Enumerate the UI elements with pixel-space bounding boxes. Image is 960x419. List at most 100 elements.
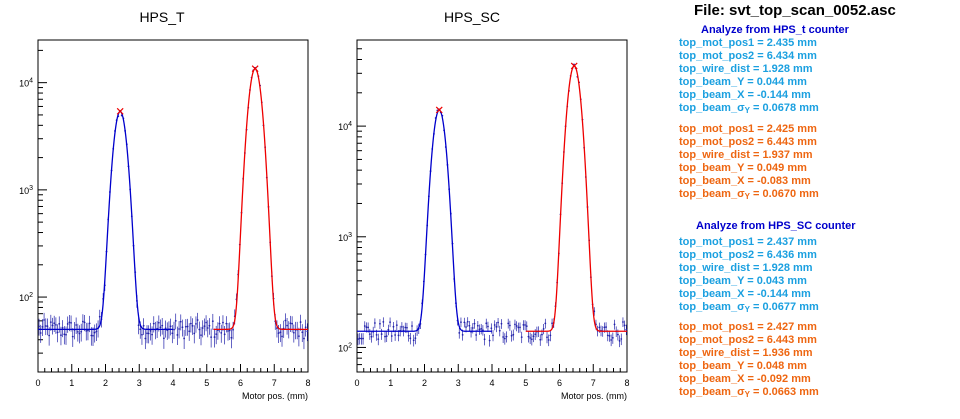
data-point [147, 332, 150, 335]
data-point [301, 331, 304, 334]
data-point [549, 334, 552, 337]
data-point [63, 333, 66, 336]
data-point [193, 332, 196, 335]
x-tick-label: 1 [69, 378, 74, 388]
data-point [142, 324, 145, 327]
x-tick-label: 0 [35, 378, 40, 388]
data-point [365, 326, 368, 329]
data-point [387, 328, 390, 331]
data-point [43, 319, 45, 321]
data-point [98, 315, 101, 318]
data-point [551, 322, 553, 325]
peak-marker [116, 107, 124, 115]
data-point [542, 327, 545, 330]
data-point [200, 334, 202, 337]
fit-curve-blue [357, 109, 492, 332]
data-point [390, 335, 393, 337]
data-point [490, 327, 493, 330]
peak-marker [251, 65, 259, 73]
hps-sc-orange-line: top_beam_Y = 0.048 mm [679, 360, 807, 372]
data-point [211, 320, 214, 323]
data-point [149, 329, 152, 332]
data-point [39, 332, 42, 334]
data-point [488, 339, 491, 342]
data-point [41, 325, 44, 328]
data-point [475, 334, 478, 336]
data-point [363, 325, 366, 327]
data-point [485, 322, 488, 325]
x-tick-label: 3 [456, 378, 461, 388]
y-tick-label: 102 [338, 342, 352, 353]
hps-t-blue-sigma-line: top_beam_σY = 0.0678 mm [679, 102, 819, 115]
x-tick-label: 6 [238, 378, 243, 388]
y-tick-label: 103 [338, 232, 352, 243]
data-point [505, 335, 508, 338]
hps-t-orange-line: top_mot_pos1 = 2.425 mm [679, 123, 817, 135]
data-point [93, 331, 96, 334]
data-point [222, 321, 224, 324]
data-point [141, 333, 143, 336]
data-point [60, 334, 62, 337]
data-point [289, 322, 292, 325]
x-axis-label: Motor pos. (mm) [242, 391, 308, 401]
data-point [409, 337, 412, 340]
hps-sc-orange-sigma-line: top_beam_σY = 0.0663 mm [679, 386, 819, 399]
data-point [461, 333, 464, 336]
hps-sc-blue-sigma-line: top_beam_σY = 0.0677 mm [679, 301, 819, 314]
data-point [611, 336, 614, 339]
data-point [500, 322, 503, 325]
data-point [291, 322, 294, 325]
data-point [215, 333, 218, 336]
hps-t-orange-line: top_beam_Y = 0.049 mm [679, 162, 807, 174]
data-point [520, 336, 523, 339]
data-point [304, 326, 307, 329]
data-point [210, 336, 213, 339]
data-point [196, 319, 199, 321]
hps-t-blue-line: top_mot_pos2 = 6.434 mm [679, 50, 817, 62]
data-point [541, 333, 543, 336]
data-point [502, 336, 505, 338]
data-point [203, 325, 206, 327]
hps-sc-section-heading: Analyze from HPS_SC counter [696, 220, 856, 232]
data-point [176, 334, 179, 336]
data-point [44, 325, 47, 327]
hps-t-blue-line: top_mot_pos1 = 2.435 mm [679, 37, 817, 49]
hps-t-blue-line: top_beam_X = -0.144 mm [679, 89, 811, 101]
data-point [546, 336, 548, 339]
data-point [144, 337, 147, 340]
data-point [279, 331, 282, 334]
data-point [493, 324, 496, 326]
data-point [191, 324, 194, 327]
data-point [532, 335, 535, 338]
data-point [603, 326, 606, 329]
data-point [174, 319, 177, 322]
hps-t-orange-line: top_wire_dist = 1.937 mm [679, 149, 813, 161]
data-point [90, 334, 93, 337]
data-point [75, 324, 78, 326]
x-tick-label: 4 [489, 378, 494, 388]
data-point [71, 335, 74, 338]
data-point [83, 321, 86, 324]
data-point [466, 320, 469, 323]
data-point [616, 333, 619, 336]
data-point [519, 326, 521, 329]
data-point [92, 334, 94, 337]
data-point [78, 332, 81, 335]
hps-sc-orange-line: top_wire_dist = 1.936 mm [679, 347, 813, 359]
data-point [503, 337, 506, 340]
hps-t-blue-line: top_beam_Y = 0.044 mm [679, 76, 807, 88]
y-tick-label: 102 [19, 292, 33, 303]
x-tick-label: 8 [624, 378, 629, 388]
data-point [95, 330, 98, 333]
data-point [362, 337, 364, 340]
data-point [277, 332, 280, 335]
data-point [297, 335, 300, 338]
data-point [384, 335, 386, 338]
data-point [397, 334, 400, 337]
data-point [137, 324, 140, 327]
data-point [517, 326, 520, 329]
data-point [400, 325, 403, 328]
data-point [407, 334, 410, 337]
data-point [524, 324, 526, 326]
